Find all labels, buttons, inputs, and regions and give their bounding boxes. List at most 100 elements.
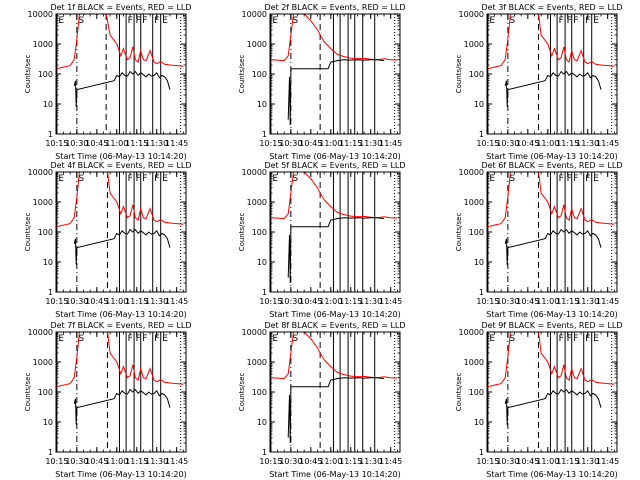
plot-frame xyxy=(486,331,618,453)
y-tick-label: 10000 xyxy=(28,328,53,337)
panel-4: Det 4f BLACK = Events, RED = LLD Counts/s… xyxy=(24,161,192,319)
x-tick-label: 10:15 xyxy=(45,297,68,306)
x-tick-label: 11:00 xyxy=(319,457,342,466)
y-axis-label: Counts/sec xyxy=(455,373,463,412)
marker-label: S xyxy=(292,16,298,26)
marker-label: F xyxy=(567,174,572,184)
x-tick-label: 10:15 xyxy=(45,139,68,148)
x-tick-label: 11:45 xyxy=(165,139,188,148)
marker-label: F xyxy=(128,16,133,26)
y-tick-label: 10000 xyxy=(28,10,53,19)
y-tick-label: 10 xyxy=(257,258,267,267)
x-tick-label: 11:30 xyxy=(359,457,382,466)
marker-label: F xyxy=(128,174,133,184)
marker-label: F xyxy=(585,334,590,344)
marker-label: E xyxy=(58,16,64,26)
y-tick-label: 1000 xyxy=(247,358,267,367)
x-tick-label: 11:45 xyxy=(379,139,402,148)
y-axis-label: Counts/sec xyxy=(238,55,246,94)
y-axis-label: Counts/sec xyxy=(24,55,32,94)
marker-label: S xyxy=(292,174,298,184)
x-tick-label: 10:30 xyxy=(496,139,519,148)
y-tick-label: 1 xyxy=(262,288,267,297)
x-tick-label: 11:15 xyxy=(125,139,148,148)
x-tick-label: 10:15 xyxy=(259,457,282,466)
y-tick-label: 100 xyxy=(252,70,267,79)
events-series-line xyxy=(73,388,171,425)
panel-title: Det 7f BLACK = Events, RED = LLD xyxy=(50,321,191,330)
x-tick-label: 10:30 xyxy=(65,457,88,466)
y-tick-label: 10000 xyxy=(242,168,267,177)
marker-group xyxy=(56,332,182,452)
marker-label: E xyxy=(272,174,278,184)
y-tick-label: 1000 xyxy=(33,40,53,49)
x-tick-label: 11:30 xyxy=(576,139,599,148)
marker-label: E xyxy=(272,334,278,344)
panel-8: Det 8f BLACK = Events, RED = LLD Counts/s… xyxy=(238,321,406,479)
y-tick-label: 10 xyxy=(43,258,53,267)
x-tick-label: 11:45 xyxy=(596,457,619,466)
y-tick-label: 100 xyxy=(38,70,53,79)
series-group xyxy=(487,332,615,425)
events-series-line xyxy=(287,217,385,284)
y-tick-label: 10 xyxy=(43,418,53,427)
marker-label: F xyxy=(154,174,159,184)
events-series-line xyxy=(287,59,385,126)
panel-title: Det 6f BLACK = Events, RED = LLD xyxy=(481,161,622,170)
x-tick-label: 11:30 xyxy=(359,297,382,306)
x-axis-label: Start Time (06-May-13 10:14:20) xyxy=(269,310,400,319)
events-series-line xyxy=(287,377,385,444)
y-axis-label: Counts/sec xyxy=(238,373,246,412)
marker-label: E xyxy=(162,174,168,184)
x-axis-label: Start Time (06-May-13 10:14:20) xyxy=(269,152,400,161)
marker-group xyxy=(56,172,182,292)
x-tick-label: 10:15 xyxy=(476,297,499,306)
lld-series-line xyxy=(270,332,398,380)
x-tick-label: 11:00 xyxy=(319,139,342,148)
y-tick-label: 100 xyxy=(469,70,484,79)
marker-label: F xyxy=(142,334,147,344)
x-tick-label: 11:00 xyxy=(105,297,128,306)
x-tick-label: 10:45 xyxy=(299,139,322,148)
y-tick-label: 100 xyxy=(252,228,267,237)
marker-label: F xyxy=(573,16,578,26)
x-tick-label: 11:45 xyxy=(596,297,619,306)
plot-frame xyxy=(269,171,401,293)
x-axis-label: Start Time (06-May-13 10:14:20) xyxy=(55,310,186,319)
panel-title: Det 2f BLACK = Events, RED = LLD xyxy=(264,3,405,12)
x-tick-label: 10:30 xyxy=(279,297,302,306)
x-tick-label: 11:15 xyxy=(339,297,362,306)
marker-label: F xyxy=(585,16,590,26)
marker-label: F xyxy=(585,174,590,184)
y-tick-label: 1 xyxy=(479,130,484,139)
x-tick-label: 10:30 xyxy=(65,297,88,306)
x-tick-label: 10:15 xyxy=(259,297,282,306)
marker-label: E xyxy=(272,16,278,26)
marker-label: S xyxy=(509,16,515,26)
x-axis-label: Start Time (06-May-13 10:14:20) xyxy=(55,470,186,479)
marker-label: E xyxy=(593,174,599,184)
marker-label: F xyxy=(136,16,141,26)
marker-label: F xyxy=(154,16,159,26)
y-tick-label: 10 xyxy=(474,258,484,267)
x-tick-label: 11:45 xyxy=(379,297,402,306)
panel-3: Det 3f BLACK = Events, RED = LLD Counts/s… xyxy=(455,3,623,161)
x-tick-label: 11:00 xyxy=(319,297,342,306)
y-tick-label: 10000 xyxy=(459,328,484,337)
x-tick-label: 11:00 xyxy=(536,139,559,148)
marker-group xyxy=(56,14,182,134)
lld-series-line xyxy=(56,332,184,388)
marker-label: E xyxy=(489,334,495,344)
x-tick-label: 10:15 xyxy=(476,457,499,466)
marker-label: S xyxy=(78,174,84,184)
y-axis-label: Counts/sec xyxy=(24,213,32,252)
marker-label: F xyxy=(567,16,572,26)
y-tick-label: 1000 xyxy=(464,358,484,367)
x-tick-label: 11:30 xyxy=(145,297,168,306)
marker-label: S xyxy=(509,334,515,344)
y-axis-label: Counts/sec xyxy=(24,373,32,412)
panel-7: Det 7f BLACK = Events, RED = LLD Counts/s… xyxy=(24,321,192,479)
y-tick-label: 10000 xyxy=(28,168,53,177)
marker-label: E xyxy=(58,174,64,184)
panel-title: Det 9f BLACK = Events, RED = LLD xyxy=(481,321,622,330)
